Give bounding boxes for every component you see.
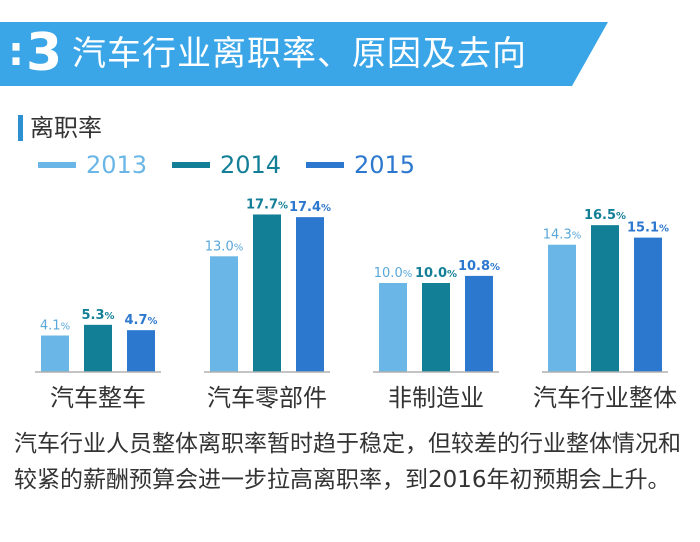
data-label-2013-3: 10.0% (374, 266, 412, 281)
legend-swatch-2014 (172, 162, 210, 168)
data-label-2013-2: 13.0% (205, 239, 243, 254)
banner-dots: : (8, 29, 24, 75)
bar-2013-1 (41, 335, 69, 372)
data-label-2013-1: 4.1% (40, 319, 70, 334)
legend-label-2014: 2014 (220, 151, 282, 179)
bar-2014-3 (422, 283, 450, 372)
legend-swatch-2015 (306, 162, 344, 168)
bar-2013-4 (548, 244, 576, 372)
section-number: 3 (26, 23, 63, 83)
data-label-2014-3: 10.0% (415, 266, 457, 281)
category-label-2: 汽车零部件 (207, 384, 327, 412)
bar-2014-1 (84, 324, 112, 372)
data-label-2013-4: 14.3% (543, 228, 581, 243)
banner-background (0, 22, 608, 86)
section-title: 汽车行业离职率、原因及去向 (72, 34, 527, 74)
legend-label-2015: 2015 (354, 151, 416, 179)
bar-2015-2 (296, 217, 324, 372)
category-label-3: 非制造业 (388, 384, 484, 412)
bar-chart: 4.1% 5.3% 4.7% 汽车整车 13.0% 17.7% 17.4% 汽车零部件 10.0… (35, 197, 677, 412)
data-label-2015-2: 17.4% (289, 200, 331, 215)
data-label-2014-1: 5.3% (81, 308, 114, 323)
data-label-2014-4: 16.5% (584, 208, 626, 223)
chart-subtitle: 离职率 (30, 114, 102, 142)
data-label-2014-2: 17.7% (246, 197, 288, 212)
section-banner: : 3 汽车行业离职率、原因及去向 (0, 22, 700, 86)
bar-2014-2 (253, 214, 281, 372)
bar-2015-1 (127, 330, 155, 372)
bar-2013-2 (210, 256, 238, 372)
category-label-4: 汽车行业整体 (533, 384, 677, 412)
data-label-2015-4: 15.1% (627, 221, 669, 236)
legend-label-2013: 2013 (86, 151, 148, 179)
bar-2015-4 (634, 237, 662, 372)
bar-2014-4 (591, 225, 619, 372)
data-label-2015-1: 4.7% (124, 313, 157, 328)
footer-note: 汽车行业人员整体离职率暂时趋于稳定，但较差的行业整体情况和较紧的薪酬预算会进一步… (14, 431, 681, 493)
section-label-accent (18, 115, 23, 141)
legend-swatch-2013 (38, 162, 76, 168)
bar-2013-3 (379, 283, 407, 372)
data-label-2015-3: 10.8% (458, 259, 500, 274)
bar-2015-3 (465, 275, 493, 372)
category-label-1: 汽车整车 (50, 384, 146, 412)
